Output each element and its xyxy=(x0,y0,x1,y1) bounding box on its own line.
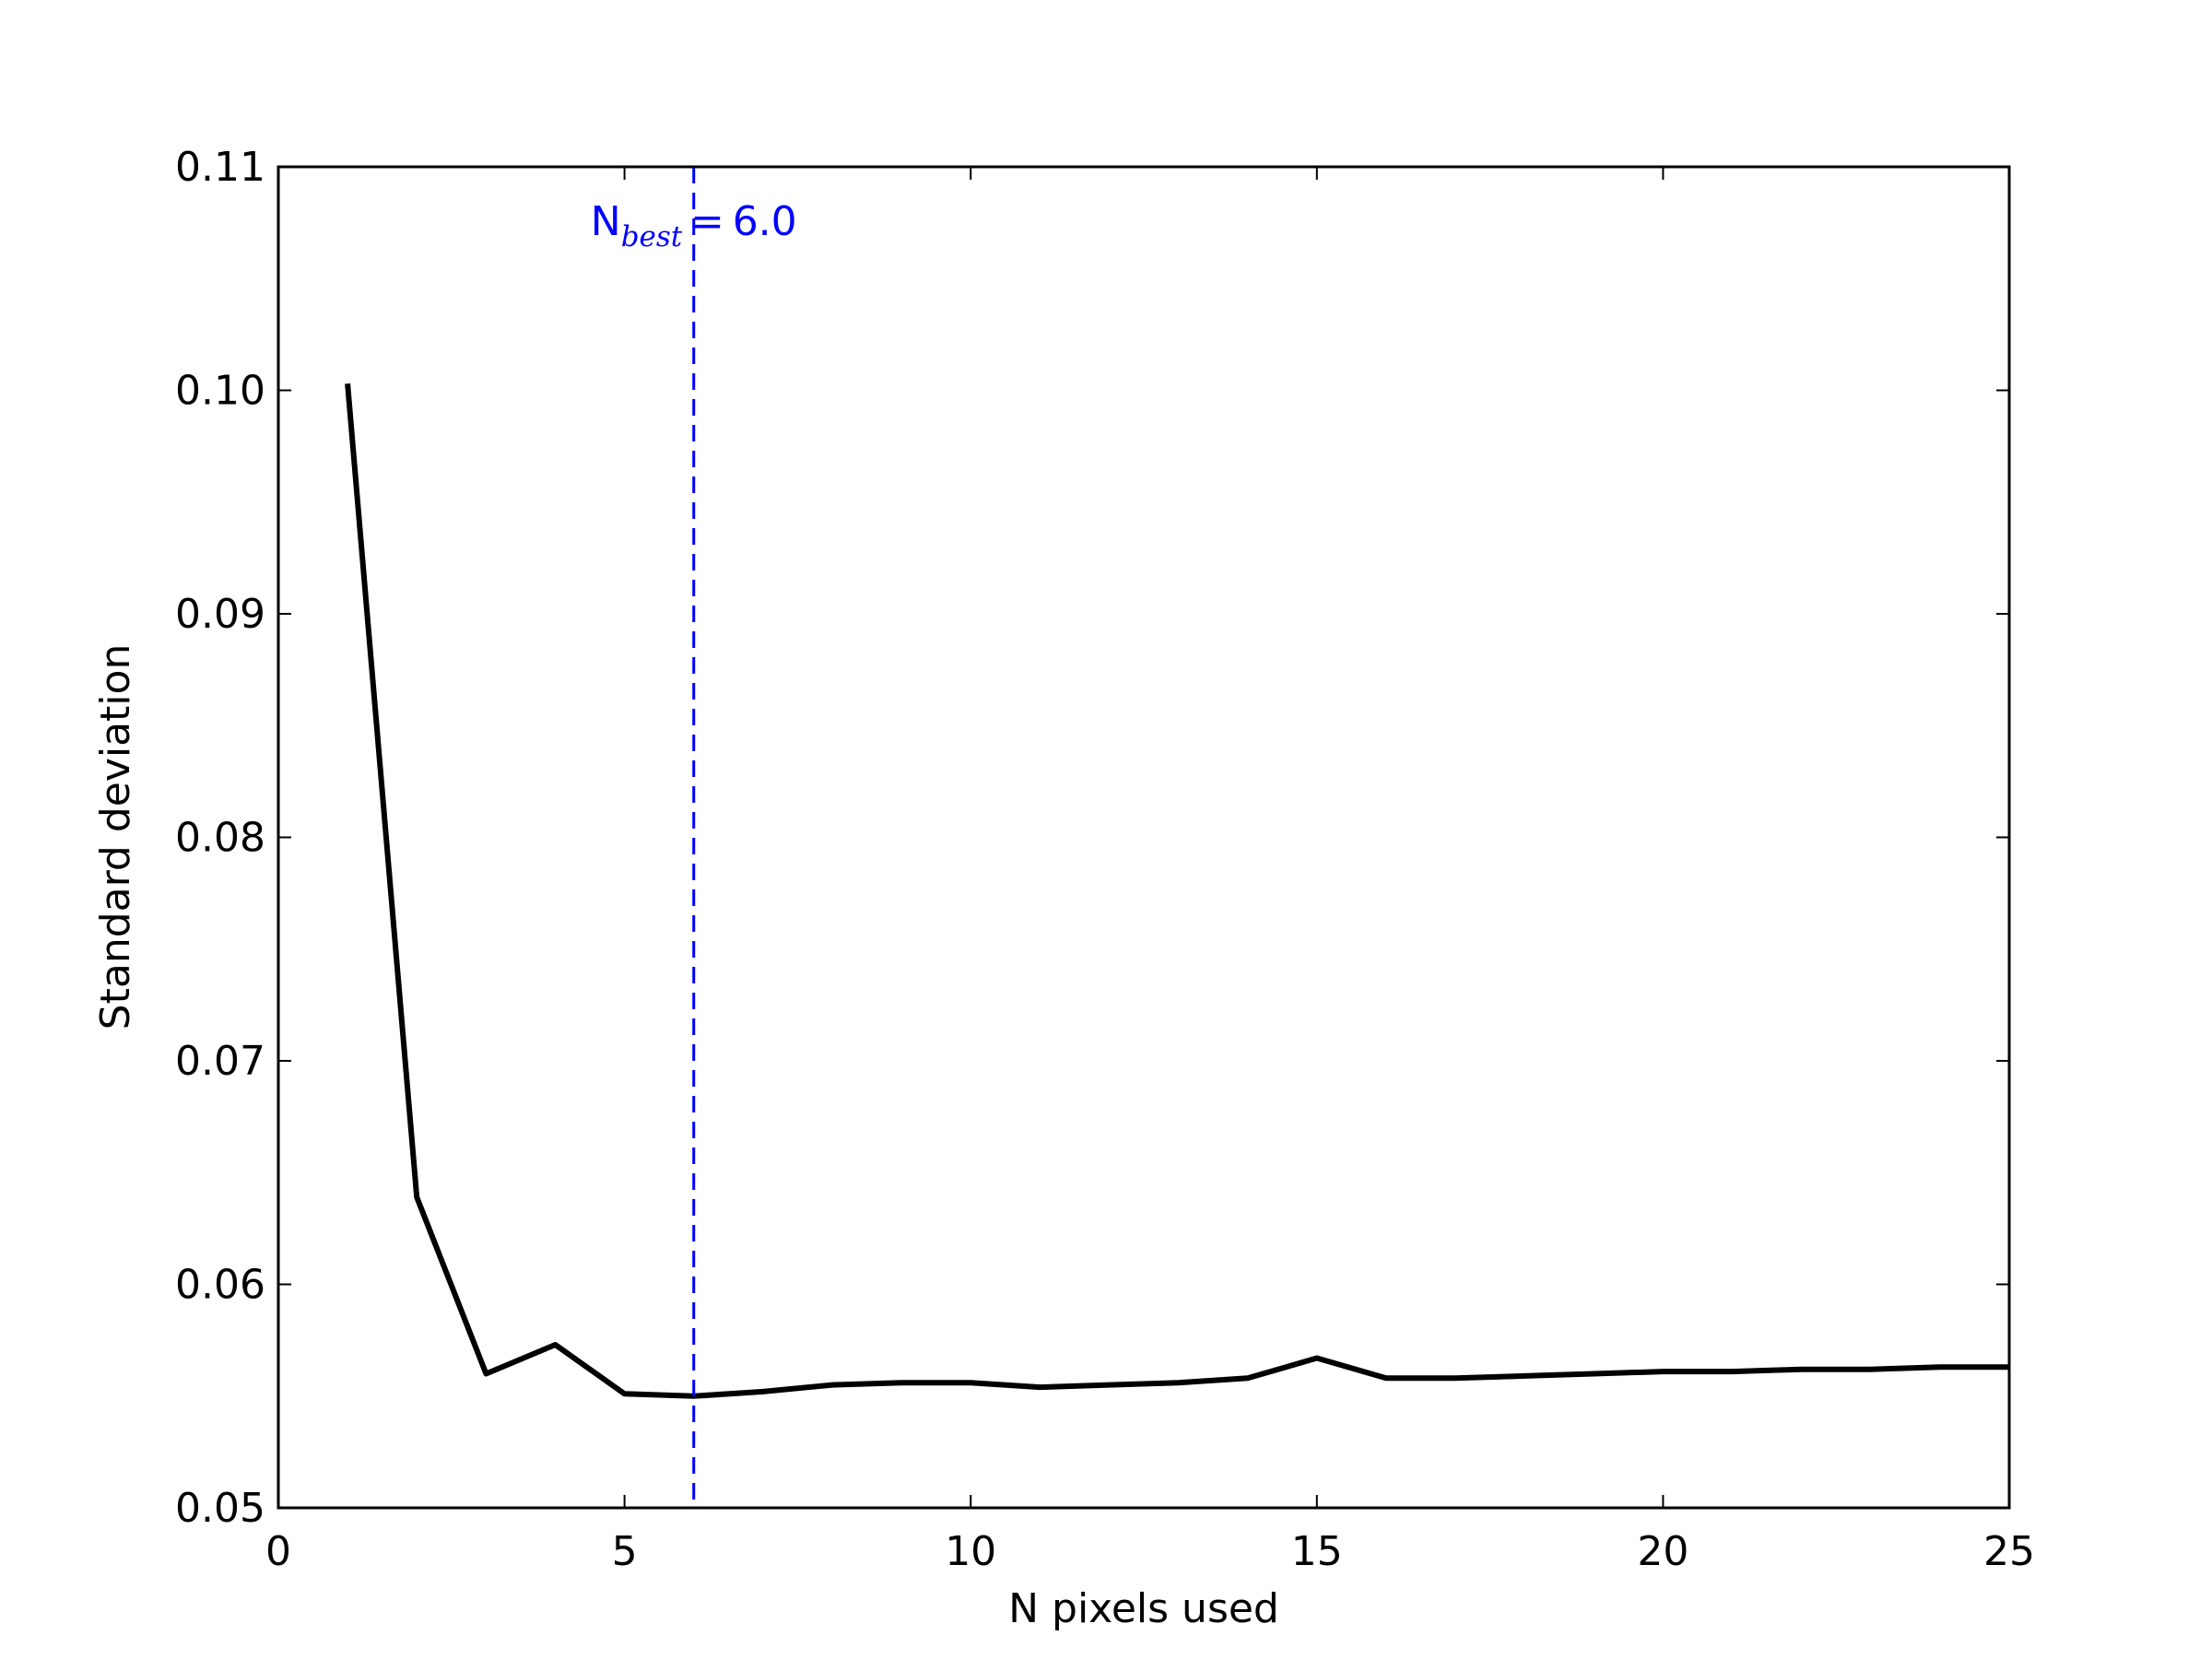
x-tick-label: 15 xyxy=(1291,1528,1343,1575)
y-tick-label: 0.06 xyxy=(175,1262,265,1309)
x-tick-label: 5 xyxy=(612,1528,638,1575)
annotation-symbol: N xyxy=(591,198,621,245)
y-tick-label: 0.08 xyxy=(175,815,265,862)
best-n-annotation: Nbest = 6.0 xyxy=(591,198,797,253)
x-tick-label: 0 xyxy=(265,1528,291,1575)
y-tick-label: 0.07 xyxy=(175,1038,265,1085)
x-tick-label: 25 xyxy=(1983,1528,2035,1575)
annotation-value: = 6.0 xyxy=(682,198,796,245)
vline-layer: Nbest = 6.0 xyxy=(591,167,797,1508)
y-axis-label: Standard deviation xyxy=(92,644,139,1030)
y-tick-label: 0.05 xyxy=(175,1485,265,1532)
x-tick-label: 20 xyxy=(1637,1528,1688,1575)
y-tick-label: 0.09 xyxy=(175,591,265,638)
series-layer xyxy=(345,382,2009,1399)
annotation-subscript: best xyxy=(621,220,683,253)
x-axis-label: N pixels used xyxy=(1008,1585,1279,1632)
tick-layer: 0 5 10 15 20 25 0.05 0.06 0.07 0.08 0.09 0.10 0.11 xyxy=(175,144,2035,1575)
series-line-0 xyxy=(345,382,2009,1399)
y-tick-label: 0.10 xyxy=(175,368,265,415)
x-tick-label: 10 xyxy=(945,1528,996,1575)
y-tick-label: 0.11 xyxy=(175,144,265,191)
